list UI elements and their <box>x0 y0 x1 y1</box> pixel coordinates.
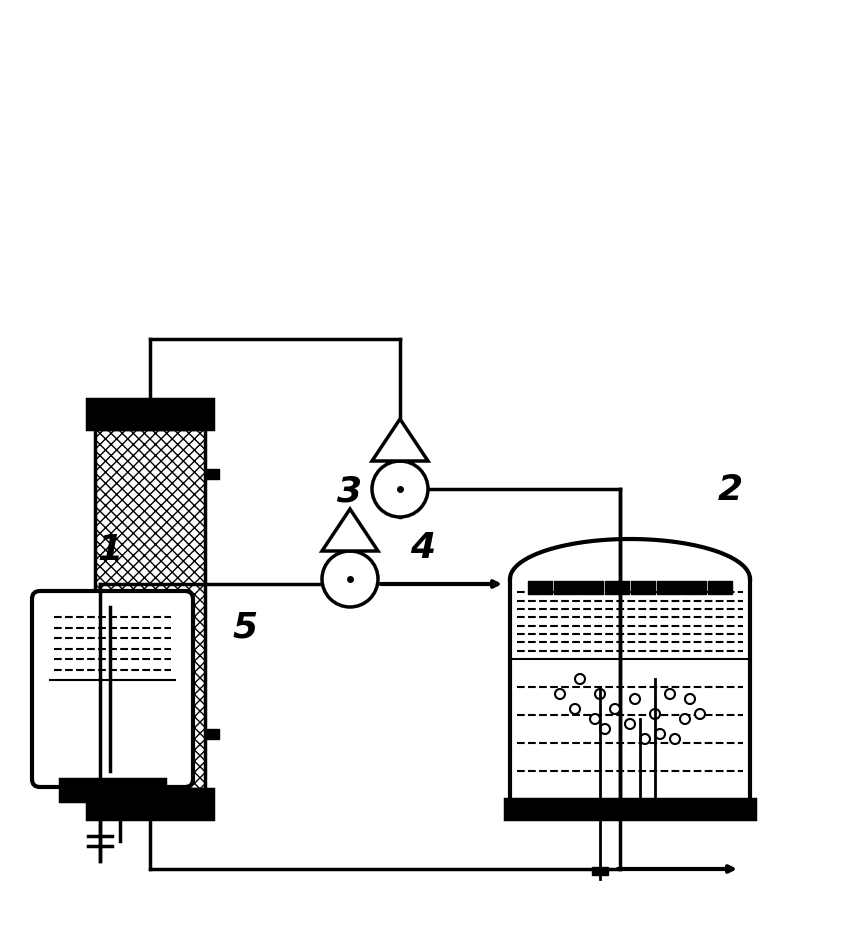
Circle shape <box>625 719 635 730</box>
FancyBboxPatch shape <box>87 400 213 429</box>
Circle shape <box>595 690 605 699</box>
FancyBboxPatch shape <box>32 591 193 787</box>
Polygon shape <box>372 420 428 462</box>
Circle shape <box>322 552 378 607</box>
Circle shape <box>655 730 665 739</box>
Circle shape <box>695 709 705 719</box>
Circle shape <box>575 674 585 684</box>
Circle shape <box>570 705 580 714</box>
Bar <box>505 799 755 819</box>
Circle shape <box>650 709 660 719</box>
Circle shape <box>555 690 565 699</box>
Text: 4: 4 <box>410 530 435 565</box>
Text: 5: 5 <box>233 610 258 644</box>
Circle shape <box>685 694 695 705</box>
Bar <box>205 469 219 479</box>
Bar <box>60 780 165 801</box>
Circle shape <box>372 462 428 517</box>
Circle shape <box>640 734 650 744</box>
Polygon shape <box>322 510 378 552</box>
Bar <box>205 730 219 739</box>
Text: 2: 2 <box>717 473 743 506</box>
Circle shape <box>590 714 600 724</box>
Circle shape <box>680 714 690 724</box>
Circle shape <box>670 734 680 744</box>
Bar <box>592 867 608 875</box>
FancyBboxPatch shape <box>87 789 213 819</box>
Circle shape <box>600 724 610 734</box>
Circle shape <box>630 694 640 705</box>
Text: 1: 1 <box>98 532 123 566</box>
Circle shape <box>665 690 675 699</box>
Text: 3: 3 <box>338 475 363 508</box>
Circle shape <box>610 705 620 714</box>
FancyBboxPatch shape <box>95 429 205 789</box>
